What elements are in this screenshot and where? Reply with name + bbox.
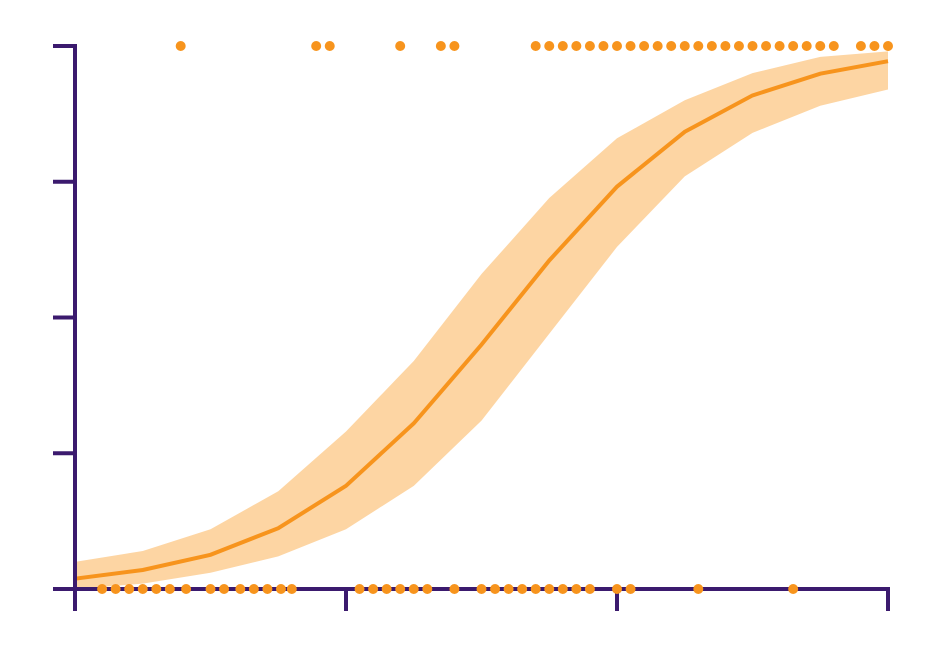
data-point xyxy=(761,41,772,51)
data-point xyxy=(248,584,259,594)
data-point xyxy=(584,584,595,594)
data-point xyxy=(639,41,650,51)
data-point xyxy=(395,41,406,51)
data-point xyxy=(205,584,216,594)
data-point xyxy=(286,584,297,594)
data-point xyxy=(855,41,866,51)
data-point xyxy=(625,584,636,594)
data-point xyxy=(449,584,460,594)
data-point xyxy=(137,584,148,594)
data-point xyxy=(449,41,460,51)
data-point xyxy=(883,41,893,51)
fit-line xyxy=(74,59,889,581)
data-point xyxy=(693,41,704,51)
data-point xyxy=(368,584,379,594)
data-point xyxy=(354,584,365,594)
data-point xyxy=(747,41,758,51)
data-point xyxy=(517,584,528,594)
data-point xyxy=(435,41,446,51)
data-point xyxy=(612,584,622,594)
data-point xyxy=(706,41,717,51)
data-point xyxy=(788,41,799,51)
data-point xyxy=(110,584,121,594)
data-point xyxy=(720,41,731,51)
data-point xyxy=(612,41,622,51)
data-point xyxy=(490,584,501,594)
data-point xyxy=(124,584,135,594)
confidence-band xyxy=(75,51,888,590)
data-point xyxy=(788,584,799,594)
data-point xyxy=(97,584,108,594)
data-point xyxy=(815,41,826,51)
data-point xyxy=(503,584,514,594)
data-point xyxy=(235,584,246,594)
data-point xyxy=(324,41,335,51)
data-point xyxy=(828,41,839,51)
data-point xyxy=(408,584,419,594)
data-point xyxy=(652,41,663,51)
data-point xyxy=(557,584,568,594)
data-point xyxy=(164,584,175,594)
data-point xyxy=(571,41,582,51)
data-point xyxy=(381,584,392,594)
data-point xyxy=(476,584,487,594)
data-point xyxy=(151,584,162,594)
data-point xyxy=(544,41,555,51)
data-point xyxy=(774,41,785,51)
data-point xyxy=(557,41,568,51)
data-point xyxy=(693,584,704,594)
data-point xyxy=(530,584,541,594)
data-point xyxy=(869,41,880,51)
data-point xyxy=(175,41,186,51)
data-point xyxy=(275,584,286,594)
data-point xyxy=(311,41,322,51)
data-point xyxy=(571,584,582,594)
data-point xyxy=(801,41,812,51)
data-point xyxy=(181,584,192,594)
data-point xyxy=(625,41,636,51)
data-point xyxy=(666,41,677,51)
data-point xyxy=(544,584,555,594)
data-point xyxy=(584,41,595,51)
data-point xyxy=(262,584,273,594)
data-point xyxy=(530,41,541,51)
data-point xyxy=(733,41,744,51)
data-point xyxy=(422,584,433,594)
data-point xyxy=(219,584,230,594)
data-point xyxy=(395,584,406,594)
data-point xyxy=(598,41,609,51)
data-point xyxy=(679,41,690,51)
